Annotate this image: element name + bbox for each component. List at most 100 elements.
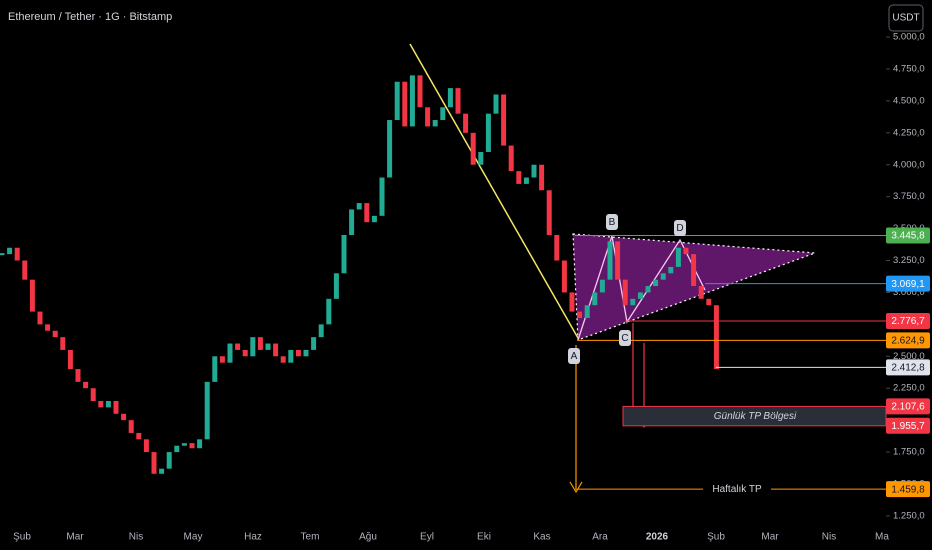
candle xyxy=(691,254,697,287)
candle xyxy=(90,388,96,401)
x-tick-label: Ara xyxy=(592,532,608,543)
level-badge xyxy=(886,227,930,244)
point-badge xyxy=(606,214,618,230)
x-tick-label: Ma xyxy=(875,532,889,543)
target-label: Haftalık TP xyxy=(712,484,762,495)
candle xyxy=(493,94,499,114)
candle xyxy=(706,298,712,306)
candle xyxy=(136,432,142,440)
candle xyxy=(326,298,332,325)
level-badge xyxy=(886,332,930,349)
currency-label[interactable]: USDT xyxy=(892,13,919,24)
candle xyxy=(242,349,248,357)
candle xyxy=(250,337,256,357)
point-label: B xyxy=(609,217,616,228)
y-tick-label: 4.750,0 xyxy=(893,63,925,74)
level-badge xyxy=(886,481,930,498)
candle xyxy=(333,273,339,299)
candle xyxy=(288,349,294,363)
candle xyxy=(174,445,180,453)
candle xyxy=(280,356,286,363)
candle xyxy=(463,113,469,133)
candle xyxy=(645,286,651,293)
candle xyxy=(105,400,111,408)
y-tick-label: 5.000,0 xyxy=(893,32,925,43)
candle xyxy=(622,279,628,306)
level-label: 2.624,9 xyxy=(891,335,925,346)
candle xyxy=(394,81,400,121)
candle xyxy=(219,356,225,363)
candle xyxy=(212,356,218,382)
candle xyxy=(478,151,484,165)
candle xyxy=(584,305,590,318)
point-badge xyxy=(619,330,631,346)
trend-line xyxy=(409,43,579,339)
tp-zone xyxy=(622,405,887,427)
label-bg xyxy=(703,482,771,497)
level-label: 3.445,8 xyxy=(891,231,925,242)
candle xyxy=(516,171,522,184)
candle xyxy=(561,260,567,293)
candle xyxy=(341,234,347,274)
candle xyxy=(371,215,377,223)
candle xyxy=(675,247,681,267)
candle xyxy=(197,439,203,449)
candle xyxy=(660,273,666,280)
candle xyxy=(364,203,370,223)
candle xyxy=(257,337,263,350)
candle xyxy=(265,343,271,350)
y-tick-label: 4.000,0 xyxy=(893,159,925,170)
candle xyxy=(37,311,43,325)
x-tick-label: Şub xyxy=(707,532,725,543)
candle xyxy=(607,241,613,280)
zone-label: Günlük TP Bölgesi xyxy=(714,411,797,422)
candle xyxy=(455,88,461,114)
x-tick-label: Mar xyxy=(66,532,84,543)
candle xyxy=(569,292,575,312)
candle xyxy=(554,234,560,261)
x-tick-label: Eki xyxy=(477,532,491,543)
x-tick-label: Ağu xyxy=(359,532,377,543)
level-label: 2.776,7 xyxy=(891,316,925,327)
candle xyxy=(447,88,453,108)
candle xyxy=(356,203,362,210)
x-tick-label: Nis xyxy=(822,532,836,543)
candle xyxy=(531,164,537,178)
candle xyxy=(425,107,431,127)
level-badge xyxy=(886,359,930,376)
candle xyxy=(637,292,643,299)
candle xyxy=(273,343,279,357)
candle xyxy=(83,381,89,389)
x-tick-label: Mar xyxy=(761,532,779,543)
candle xyxy=(592,292,598,306)
x-tick-label: Kas xyxy=(533,532,550,543)
candle xyxy=(387,120,393,178)
level-label: 2.412,8 xyxy=(891,363,925,374)
candle xyxy=(668,266,674,274)
level-badge xyxy=(886,417,930,434)
candle xyxy=(98,400,104,408)
y-tick-label: 2.250,0 xyxy=(893,383,925,394)
point-label: A xyxy=(571,351,578,362)
point-label: C xyxy=(621,333,628,344)
candle xyxy=(0,253,5,256)
candle xyxy=(409,75,415,127)
candle xyxy=(599,279,605,293)
currency-button[interactable] xyxy=(888,4,924,32)
candle xyxy=(75,369,81,382)
candle xyxy=(683,247,689,255)
candle xyxy=(379,177,385,216)
candle xyxy=(615,241,621,280)
candle xyxy=(523,177,529,184)
y-tick-label: 1.750,0 xyxy=(893,447,925,458)
y-tick-label: 2.500,0 xyxy=(893,351,925,362)
x-tick-label: 2026 xyxy=(646,532,669,543)
candle xyxy=(577,311,583,318)
x-tick-label: Eyl xyxy=(420,532,434,543)
point-badge xyxy=(568,348,580,364)
candle xyxy=(311,337,317,350)
candle xyxy=(546,190,552,235)
candle xyxy=(52,330,58,338)
candle xyxy=(113,400,119,414)
